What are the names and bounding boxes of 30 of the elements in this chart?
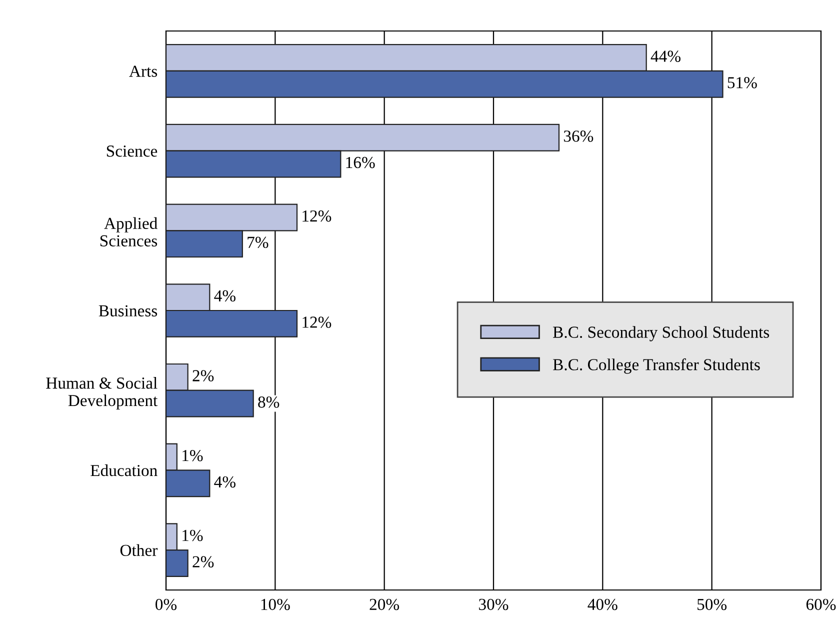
data-label: 51% [728, 77, 757, 88]
y-tick-label: Arts [129, 66, 158, 77]
y-tick-label: Other [120, 544, 158, 556]
data-label: 1% [182, 450, 203, 462]
data-label: 4% [214, 290, 236, 302]
data-label: 12% [302, 210, 332, 222]
y-tick-label: Human & Social Development [46, 377, 158, 410]
x-tick-label: 0% [156, 598, 177, 610]
data-label: 12% [302, 316, 332, 328]
y-tick-label: Science [106, 146, 158, 157]
data-label: 2% [192, 370, 214, 382]
x-tick-label: 10% [261, 598, 290, 610]
y-tick-label: Business [98, 305, 158, 316]
x-tick-label: 40% [588, 598, 618, 610]
data-label: 2% [192, 556, 214, 568]
y-tick-label: Applied Sciences [100, 217, 158, 246]
legend-label: B.C. Secondary School Students [553, 326, 770, 342]
x-tick-label: 30% [479, 598, 508, 610]
legend-label: B.C. College Transfer Students [553, 358, 760, 374]
data-label: 8% [258, 396, 280, 408]
data-label: 16% [346, 156, 375, 168]
data-label: 4% [214, 476, 236, 488]
x-tick-label: 50% [698, 598, 727, 610]
y-tick-label: Education [90, 464, 158, 476]
data-label: 7% [248, 236, 268, 248]
x-tick-label: 20% [370, 598, 400, 610]
data-label: 1% [182, 530, 203, 542]
data-label: 36% [564, 130, 594, 142]
data-label: 44% [650, 50, 680, 62]
x-tick-label: 60% [806, 598, 836, 610]
